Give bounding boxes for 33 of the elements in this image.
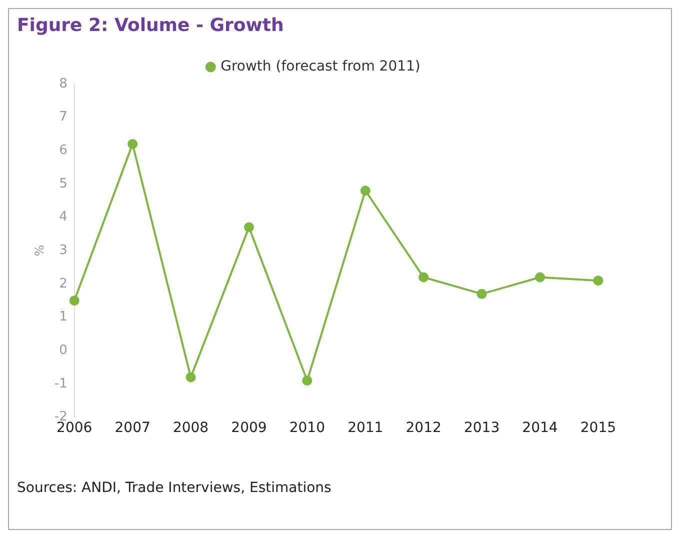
point: [186, 372, 196, 382]
point: [302, 376, 312, 386]
x-tick-label: 2011: [348, 420, 384, 436]
x-tick-label: 2015: [580, 420, 616, 436]
point: [360, 186, 370, 196]
y-axis-title: %: [32, 244, 46, 256]
chart-title: Figure 2: Volume - Growth: [16, 14, 285, 36]
y-tick-label: 4: [59, 210, 68, 225]
x-tick-label: 2009: [231, 420, 267, 436]
point: [69, 296, 80, 306]
x-tick-label: 2014: [522, 420, 558, 436]
y-tick-label: 3: [59, 242, 68, 258]
x-tick-label: 2008: [172, 420, 209, 436]
y-tick-label: 0: [59, 342, 68, 358]
y-tick-label: 7: [59, 110, 68, 125]
x-tick-label: 2012: [406, 420, 442, 436]
y-tick-label: 5: [59, 176, 68, 192]
point: [593, 276, 604, 286]
x-tick-label: 2013: [464, 420, 500, 436]
point: [418, 272, 429, 282]
y-tick-label: -1: [54, 376, 68, 392]
legend-label: Growth (forecast from 2011): [220, 58, 420, 75]
y-tick-label: 1: [59, 310, 68, 325]
y-tick-label: 6: [59, 143, 68, 158]
y-tick-label: 8: [59, 76, 68, 92]
point: [244, 222, 254, 232]
y-tick-label: 2: [59, 276, 68, 292]
point: [128, 138, 138, 149]
x-tick-label: 2010: [289, 420, 325, 436]
source-note: Sources: ANDI, Trade Interviews, Estimations: [16, 479, 332, 496]
point: [534, 272, 545, 282]
x-tick-label: 2007: [114, 420, 150, 436]
point: [476, 288, 487, 299]
